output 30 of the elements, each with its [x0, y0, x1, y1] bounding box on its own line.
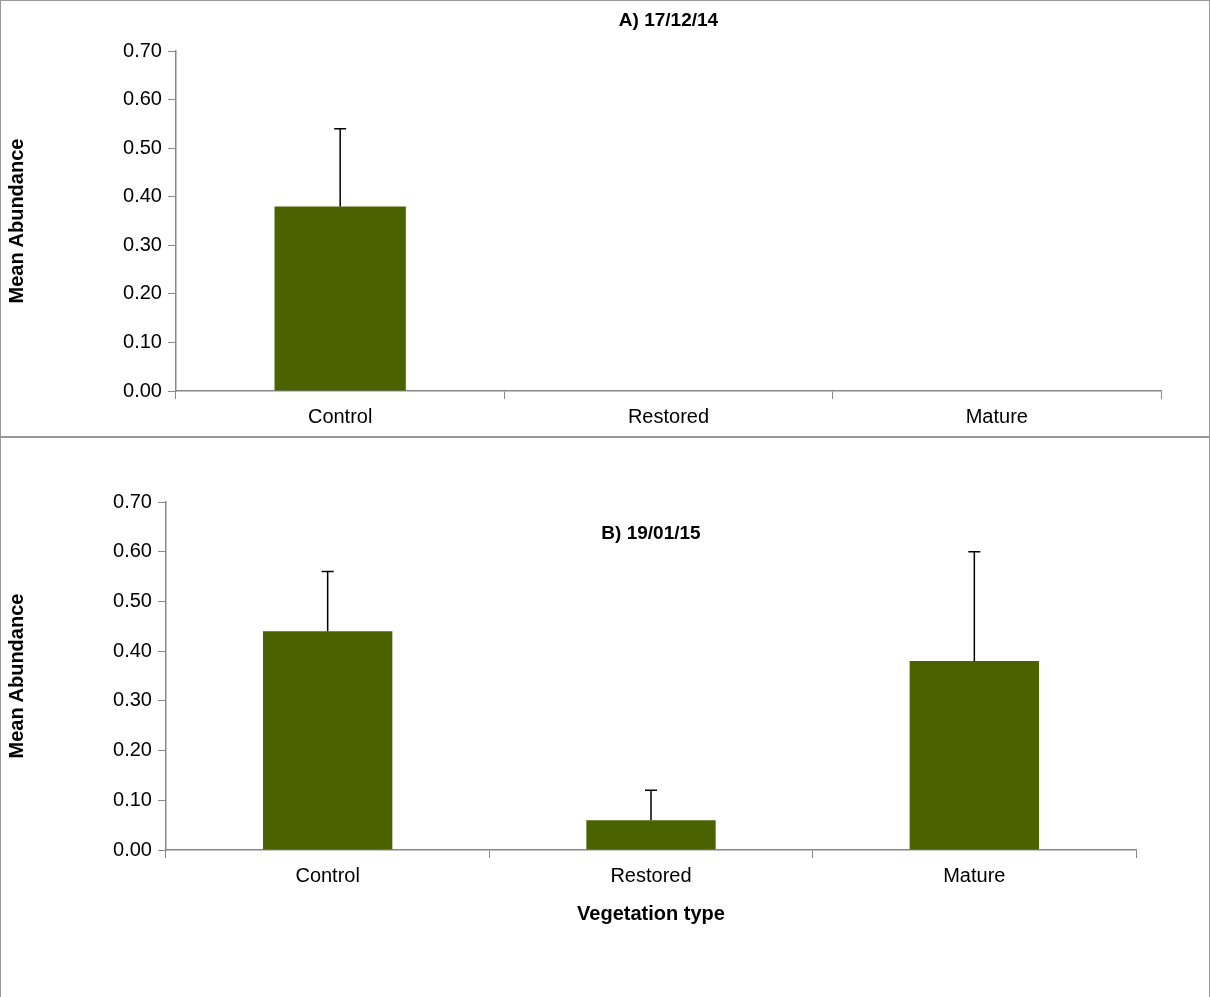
y-tick-label: 0.60 [113, 539, 152, 562]
chart-title: A) 17/12/14 [618, 8, 719, 30]
y-tick-label: 0.20 [113, 738, 152, 761]
x-tick-label: Restored [610, 863, 692, 886]
y-axis-title: Mean Abundance [4, 593, 27, 759]
y-tick-label: 0.70 [113, 489, 152, 512]
text: B) 19/01/15 [601, 521, 702, 543]
x-tick-label: Control [307, 404, 373, 427]
y-tick-label: 0.60 [123, 87, 162, 110]
y-tick-label: 0.30 [113, 688, 152, 711]
y-tick-label: 0.70 [123, 38, 162, 61]
y-tick-label: 0.20 [123, 281, 162, 304]
y-tick-label: 0.50 [123, 135, 162, 158]
y-tick-label: 0.40 [123, 184, 162, 207]
x-tick-label: Mature [943, 863, 1006, 886]
x-tick-label: Control [295, 863, 360, 886]
bar [263, 631, 393, 850]
y-tick-label: 0.50 [113, 588, 152, 611]
y-axis-title: Mean Abundance [4, 138, 27, 304]
y-tick-label: 0.10 [123, 329, 162, 352]
y-tick-label: 0.30 [123, 232, 162, 255]
y-tick-label: 0.00 [123, 378, 162, 401]
y-tick-label: 0.00 [113, 837, 152, 860]
bar [909, 661, 1039, 850]
y-tick-label: 0.40 [113, 638, 152, 661]
x-tick-label: Restored [627, 404, 710, 427]
x-axis-title: Vegetation type [577, 901, 725, 924]
x-tick-label: Mature [965, 404, 1028, 427]
bar [586, 820, 716, 850]
y-tick-label: 0.10 [113, 787, 152, 810]
